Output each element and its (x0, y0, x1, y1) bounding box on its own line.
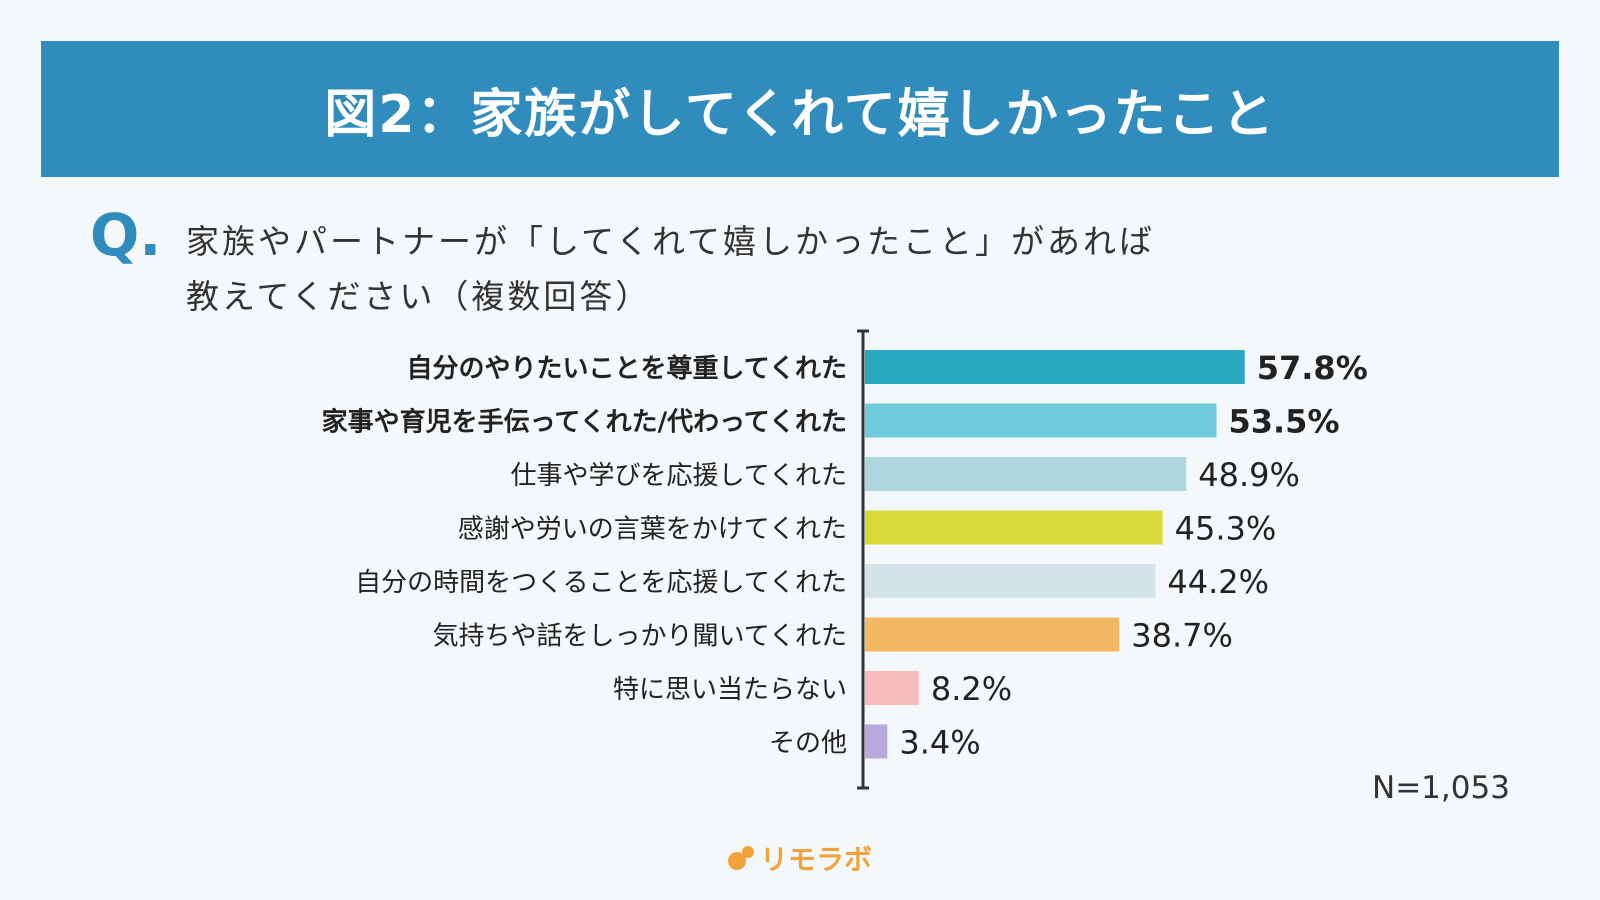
value-label: 3.4% (899, 724, 980, 762)
category-label: 自分のやりたいことを尊重してくれた (407, 353, 847, 384)
title-banner: 図2：家族がしてくれて嬉しかったこと (41, 41, 1559, 177)
question-line-1: 家族やパートナーが「してくれて嬉しかったこと」があれば (186, 222, 1156, 261)
category-label: 特に思い当たらない (613, 675, 847, 705)
category-label: 自分の時間をつくることを応援してくれた (355, 568, 847, 598)
sample-size-label: N=1,053 (1372, 770, 1510, 806)
bar (865, 510, 1163, 545)
question-text: 家族やパートナーが「してくれて嬉しかったこと」があれば 教えてください（複数回答… (186, 214, 1155, 324)
logo-text: リモラボ (760, 843, 873, 876)
category-label: 家事や育児を手伝ってくれた/代わってくれた (322, 407, 847, 438)
category-label: 仕事や学びを応援してくれた (511, 461, 847, 491)
logo: リモラボ (726, 838, 872, 878)
bar (865, 403, 1217, 438)
value-label: 44.2% (1167, 563, 1269, 601)
value-label: 8.2% (931, 670, 1012, 708)
question-line-2: 教えてください（複数回答） (186, 277, 652, 316)
category-label: 気持ちや話をしっかり聞いてくれた (433, 622, 847, 652)
category-label: その他 (769, 729, 847, 759)
category-label: 感謝や労いの言葉をかけてくれた (458, 515, 847, 545)
bar (865, 350, 1245, 384)
bar (865, 617, 1120, 652)
bar (865, 457, 1187, 491)
bar (865, 671, 919, 705)
value-label: 48.9% (1198, 456, 1300, 494)
value-label: 45.3% (1175, 510, 1277, 548)
value-label: 38.7% (1131, 617, 1233, 655)
value-label: 57.8% (1257, 349, 1368, 387)
value-label: 53.5% (1228, 403, 1339, 441)
bar (865, 564, 1156, 598)
orange-dots-icon (728, 846, 754, 870)
bar (865, 724, 888, 759)
chart-title: 図2：家族がしてくれて嬉しかったこと (324, 84, 1276, 145)
question-mark: Q. (90, 201, 162, 269)
